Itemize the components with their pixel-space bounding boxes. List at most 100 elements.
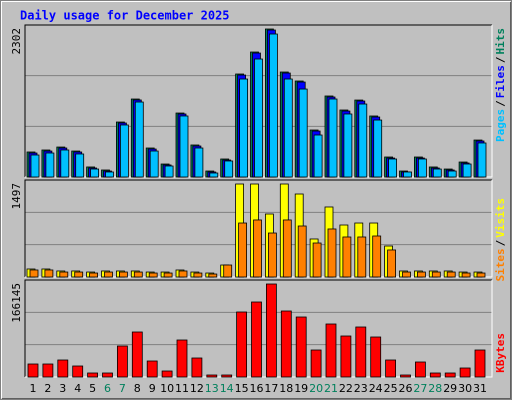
bar (310, 349, 322, 378)
bar (206, 374, 218, 378)
bar (133, 271, 143, 278)
bar (60, 149, 70, 178)
x-tick-label: 1 (30, 382, 37, 395)
bar (328, 98, 338, 178)
plot-edge-dark (24, 179, 492, 277)
bar (325, 323, 337, 378)
legend: Sites /Visits (494, 198, 507, 282)
bar (146, 360, 158, 378)
x-tick-label: 14 (220, 382, 234, 395)
bar (462, 163, 472, 178)
x-tick-label: 9 (149, 382, 156, 395)
chart-title: Daily usage for December 2025 (20, 9, 230, 23)
bar (27, 363, 39, 378)
bar (416, 271, 426, 278)
x-tick-label: 15 (235, 382, 249, 395)
x-tick-label: 26 (399, 382, 413, 395)
bar (267, 232, 277, 278)
bar (164, 165, 174, 178)
bar (446, 271, 456, 278)
bar (105, 171, 114, 178)
bar (459, 367, 471, 378)
legend-separator: / (494, 239, 507, 246)
bar (298, 88, 308, 178)
bar (253, 219, 262, 278)
legend: Pages/Files/Hits (494, 28, 507, 142)
bar (57, 359, 69, 378)
bar (447, 170, 457, 178)
bar (44, 269, 54, 278)
bar (238, 222, 248, 278)
bar (280, 310, 292, 378)
bar (343, 113, 353, 178)
bar (402, 271, 411, 278)
bar (432, 168, 442, 178)
bar (429, 372, 441, 378)
bar (370, 336, 382, 378)
bar (476, 272, 486, 278)
bar (403, 171, 412, 178)
legend-entry: Hits (494, 28, 507, 55)
x-tick-label: 13 (205, 382, 219, 395)
x-tick-label: 25 (384, 382, 398, 395)
bar (87, 372, 98, 378)
x-tick-label: 28 (428, 382, 442, 395)
x-tick-label: 16 (250, 382, 264, 395)
bar (75, 153, 85, 178)
bar (72, 365, 84, 378)
bar (268, 33, 278, 178)
bar (431, 271, 441, 278)
x-tick-label: 17 (264, 382, 278, 395)
bar (355, 326, 367, 378)
bar (297, 225, 307, 278)
bar (313, 134, 323, 178)
bar (358, 103, 368, 178)
bar (45, 152, 55, 178)
y-max-label: 2302 (10, 28, 23, 55)
x-tick-label: 29 (443, 382, 457, 395)
bar (295, 316, 307, 378)
legend-entry: Visits (494, 198, 507, 238)
bar (161, 370, 173, 378)
x-tick-label: 4 (74, 382, 81, 395)
x-tick-label: 11 (175, 382, 189, 395)
x-tick-label: 6 (104, 382, 111, 395)
bar (373, 119, 383, 178)
bar (254, 58, 263, 178)
bar (224, 160, 234, 178)
bar (208, 273, 218, 278)
bar (385, 359, 397, 378)
bar (89, 272, 98, 278)
bar (388, 158, 398, 178)
bar (178, 270, 188, 278)
bar (209, 172, 219, 178)
x-tick-label: 24 (369, 382, 383, 395)
legend: KBytes (494, 333, 507, 373)
bar (477, 142, 487, 178)
bar (193, 272, 203, 278)
bar (59, 271, 69, 278)
plot-edge-dark (24, 279, 492, 377)
x-tick-label: 23 (354, 382, 368, 395)
bar (120, 124, 129, 178)
bar (223, 264, 233, 278)
bar (90, 168, 99, 178)
x-tick-label: 2 (44, 382, 51, 395)
bar (134, 101, 144, 178)
bar (194, 147, 204, 178)
bar (282, 219, 292, 278)
x-tick-label: 19 (294, 382, 308, 395)
legend-entry: Pages (494, 109, 507, 142)
bar (30, 154, 40, 178)
bar (417, 158, 427, 178)
x-tick-label: 10 (160, 382, 174, 395)
bar (236, 311, 248, 378)
bar (342, 236, 352, 278)
bar (312, 242, 322, 278)
bar (117, 345, 128, 378)
x-tick-label: 31 (473, 382, 487, 395)
bar (148, 272, 158, 278)
